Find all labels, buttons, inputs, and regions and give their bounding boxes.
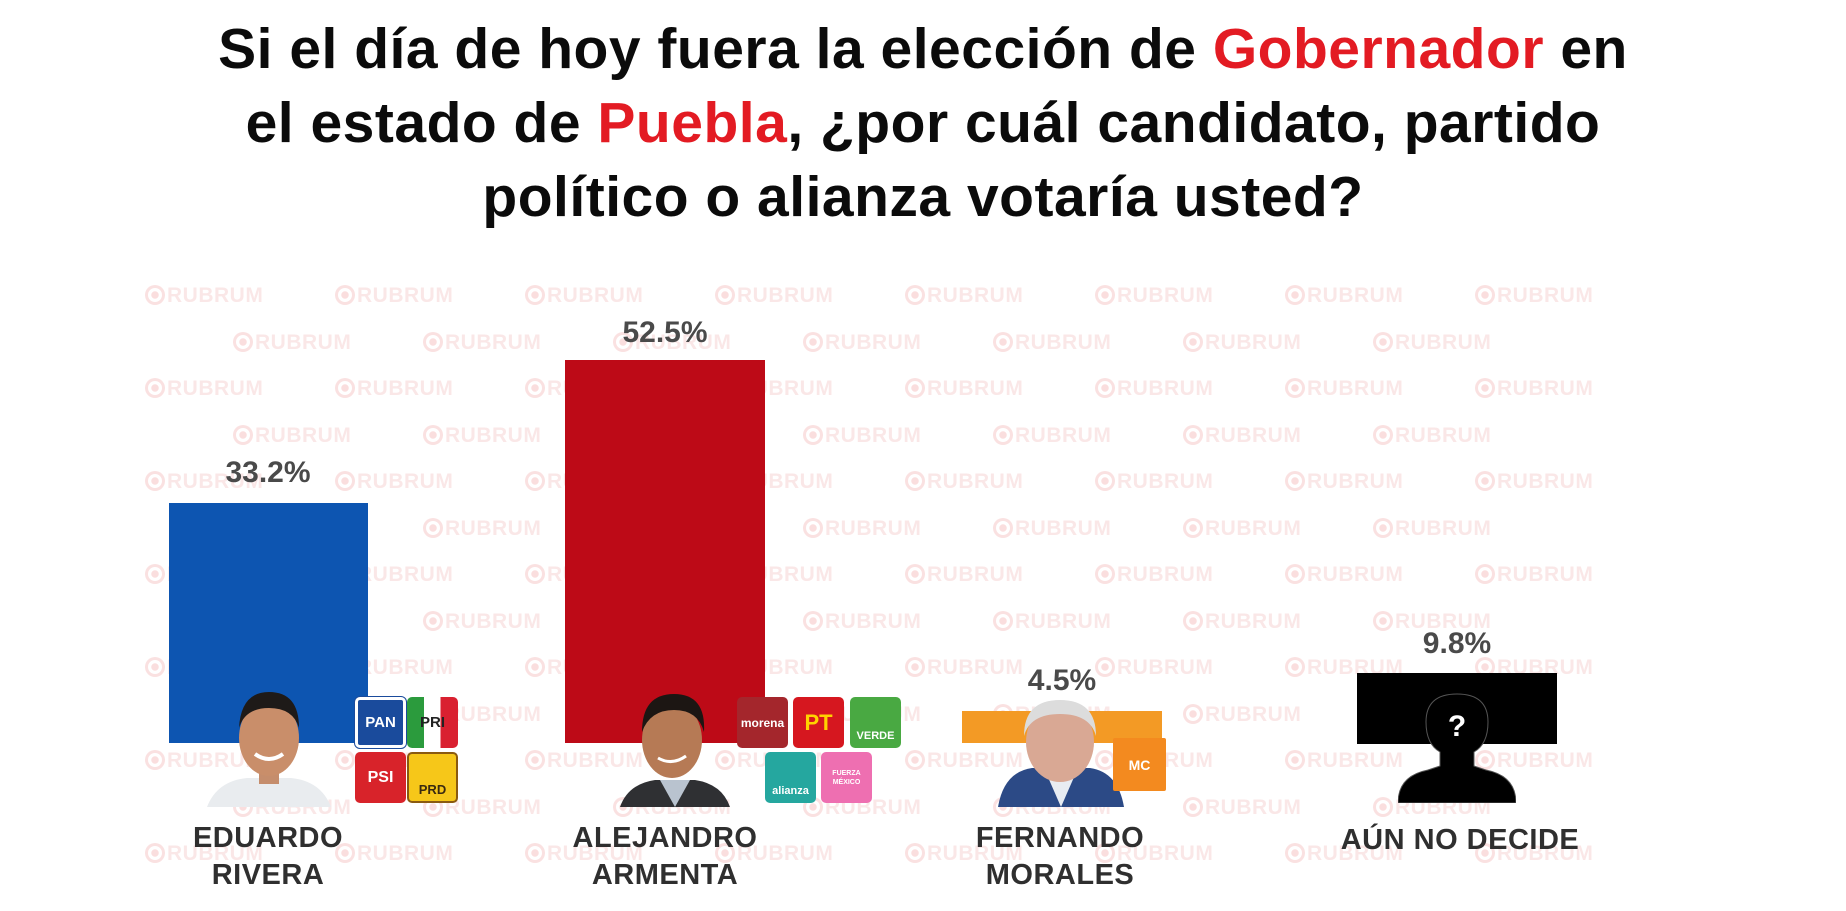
watermark-rubrum: RUBRUM bbox=[1095, 563, 1213, 587]
candidate-photo-fernando bbox=[998, 700, 1124, 807]
watermark-rubrum: RUBRUM bbox=[423, 424, 541, 448]
watermark-rubrum: RUBRUM bbox=[1183, 517, 1301, 541]
watermark-rubrum: RUBRUM bbox=[993, 331, 1111, 355]
watermark-rubrum: RUBRUM bbox=[1183, 796, 1301, 820]
title-line-3: político o alianza votaría usted? bbox=[482, 165, 1364, 229]
party-logo-prd: PRD bbox=[407, 752, 458, 803]
watermark-rubrum: RUBRUM bbox=[1183, 331, 1301, 355]
watermark-rubrum: RUBRUM bbox=[1373, 331, 1491, 355]
watermark-rubrum: RUBRUM bbox=[1285, 377, 1403, 401]
watermark-rubrum: RUBRUM bbox=[335, 284, 453, 308]
bar-alejandro-armenta bbox=[565, 360, 765, 743]
watermark-rubrum: RUBRUM bbox=[803, 331, 921, 355]
watermark-rubrum: RUBRUM bbox=[233, 424, 351, 448]
party-logo-movimiento-ciudadano: MC bbox=[1113, 738, 1166, 791]
party-logo-pri: PRI bbox=[407, 697, 458, 748]
watermark-rubrum: RUBRUM bbox=[1183, 424, 1301, 448]
chart-title: Si el día de hoy fuera la elección de Go… bbox=[0, 12, 1846, 234]
watermark-rubrum: RUBRUM bbox=[905, 563, 1023, 587]
watermark-rubrum: RUBRUM bbox=[335, 377, 453, 401]
watermark-rubrum: RUBRUM bbox=[1285, 749, 1403, 773]
party-logo-verde: VERDE bbox=[850, 697, 901, 748]
watermark-rubrum: RUBRUM bbox=[803, 610, 921, 634]
watermark-rubrum: RUBRUM bbox=[1183, 610, 1301, 634]
candidate-name-fernando: FERNANDO MORALES bbox=[975, 822, 1145, 891]
title-line-2: el estado de Puebla, ¿por cuál candidato… bbox=[245, 91, 1601, 155]
candidate-photo-eduardo bbox=[207, 686, 331, 807]
watermark-rubrum: RUBRUM bbox=[423, 610, 541, 634]
watermark-rubrum: RUBRUM bbox=[145, 284, 263, 308]
watermark-rubrum: RUBRUM bbox=[423, 517, 541, 541]
watermark-rubrum: RUBRUM bbox=[1373, 424, 1491, 448]
watermark-rubrum: RUBRUM bbox=[905, 470, 1023, 494]
watermark-rubrum: RUBRUM bbox=[1095, 470, 1213, 494]
candidate-name-eduardo: EDUARDO RIVERA bbox=[192, 822, 344, 891]
title-highlight-puebla: Puebla bbox=[597, 91, 788, 155]
watermark-rubrum: RUBRUM bbox=[715, 284, 833, 308]
party-logo-nueva-alianza: alianza bbox=[765, 752, 816, 803]
watermark-rubrum: RUBRUM bbox=[993, 517, 1111, 541]
value-label-eduardo: 33.2% bbox=[225, 456, 311, 489]
watermark-rubrum: RUBRUM bbox=[233, 331, 351, 355]
party-logo-fuerza-mexico: FUERZA MÉXICO bbox=[821, 752, 872, 803]
value-label-undecided: 9.8% bbox=[1422, 627, 1492, 660]
candidate-name-undecided: AÚN NO DECIDE bbox=[1340, 824, 1580, 856]
party-logo-pan: PAN bbox=[355, 697, 406, 748]
candidate-name-alejandro: ALEJANDRO ARMENTA bbox=[572, 822, 758, 891]
watermark-rubrum: RUBRUM bbox=[1475, 377, 1593, 401]
svg-text:?: ? bbox=[1448, 710, 1466, 743]
party-logo-morena: morena bbox=[737, 697, 788, 748]
candidate-photo-alejandro bbox=[620, 686, 730, 807]
watermark-rubrum: RUBRUM bbox=[993, 610, 1111, 634]
watermark-rubrum: RUBRUM bbox=[1095, 377, 1213, 401]
watermark-rubrum: RUBRUM bbox=[145, 377, 263, 401]
watermark-rubrum: RUBRUM bbox=[803, 424, 921, 448]
party-logo-pt: PT bbox=[793, 697, 844, 748]
watermark-rubrum: RUBRUM bbox=[993, 424, 1111, 448]
party-logo-psi: PSI bbox=[355, 752, 406, 803]
watermark-rubrum: RUBRUM bbox=[905, 284, 1023, 308]
title-line-1: Si el día de hoy fuera la elección de Go… bbox=[218, 17, 1628, 81]
watermark-rubrum: RUBRUM bbox=[1285, 563, 1403, 587]
watermark-rubrum: RUBRUM bbox=[1475, 563, 1593, 587]
watermark-rubrum: RUBRUM bbox=[1183, 703, 1301, 727]
watermark-rubrum: RUBRUM bbox=[1285, 470, 1403, 494]
watermark-rubrum: RUBRUM bbox=[525, 284, 643, 308]
value-label-fernando: 4.5% bbox=[1027, 664, 1097, 697]
watermark-rubrum: RUBRUM bbox=[1285, 284, 1403, 308]
watermark-rubrum: RUBRUM bbox=[1373, 517, 1491, 541]
watermark-rubrum: RUBRUM bbox=[905, 377, 1023, 401]
unknown-person-icon: ? bbox=[1398, 688, 1516, 803]
watermark-rubrum: RUBRUM bbox=[423, 331, 541, 355]
watermark-rubrum: RUBRUM bbox=[1475, 284, 1593, 308]
title-highlight-gobernador: Gobernador bbox=[1212, 17, 1545, 81]
value-label-alejandro: 52.5% bbox=[622, 316, 708, 349]
watermark-rubrum: RUBRUM bbox=[1095, 284, 1213, 308]
watermark-rubrum: RUBRUM bbox=[1475, 470, 1593, 494]
watermark-rubrum: RUBRUM bbox=[803, 517, 921, 541]
